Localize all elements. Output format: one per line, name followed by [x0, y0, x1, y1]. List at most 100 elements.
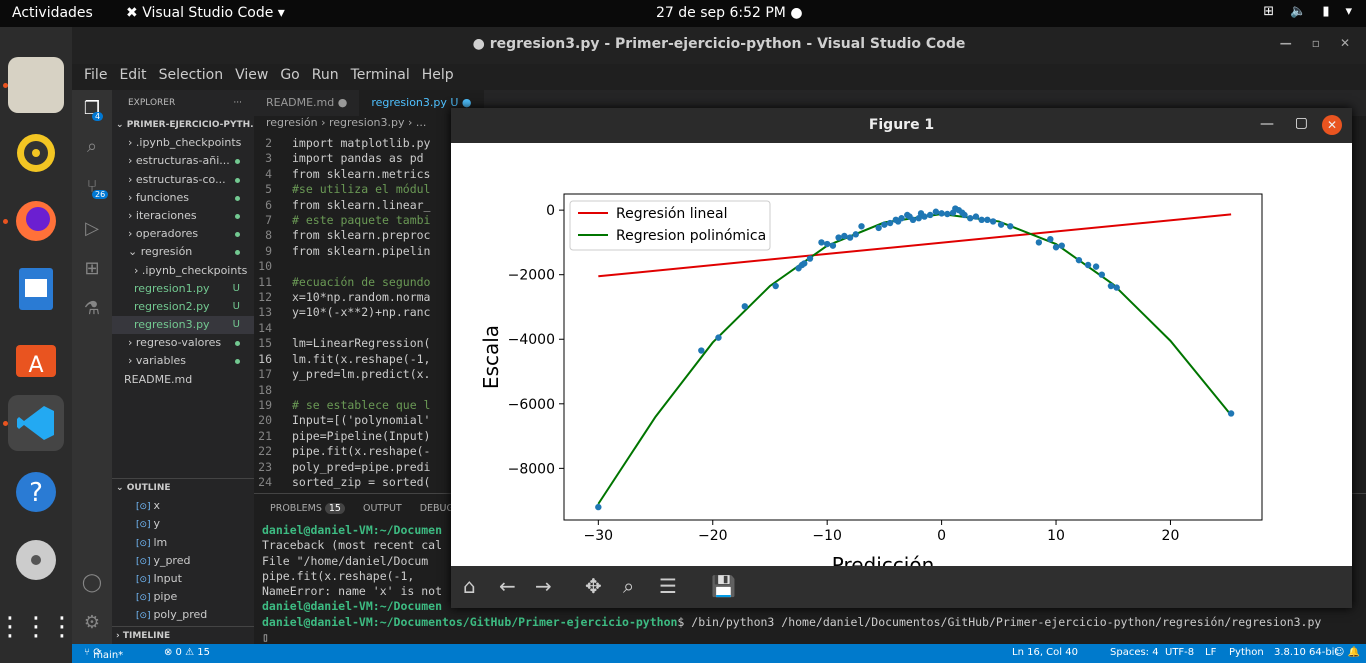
- menu-edit[interactable]: Edit: [119, 67, 147, 83]
- code-line[interactable]: 9 from sklearn.pipelin: [254, 244, 1366, 259]
- tree-item[interactable]: › .ipynb_checkpoints: [112, 134, 254, 152]
- tree-item[interactable]: regresion1.py U: [112, 280, 254, 298]
- code-line[interactable]: 11 #ecuación de segundo: [254, 275, 1366, 290]
- code-line[interactable]: 16 lm.fit(x.reshape(-1,: [254, 352, 1366, 367]
- code-line[interactable]: 15 lm=LinearRegression(: [254, 336, 1366, 351]
- testing-icon[interactable]: ⚗: [83, 298, 101, 319]
- plot-canvas[interactable]: −30 −20 −10 0 10 20 0 −2000 −4000 −6000 −8000 Predi…: [451, 143, 1352, 577]
- branch-indicator[interactable]: ⑂ main* ⟳: [84, 647, 124, 661]
- tab-problems[interactable]: PROBLEMS 15: [270, 503, 345, 514]
- tree-item[interactable]: › funciones: [112, 189, 254, 207]
- help-icon[interactable]: ?: [8, 464, 64, 520]
- configure-icon[interactable]: ☰: [659, 574, 677, 598]
- feedback-icon[interactable]: ☺ 🔔: [1334, 647, 1361, 658]
- source-control-icon[interactable]: ⑂: [86, 176, 98, 197]
- software-icon[interactable]: A: [8, 329, 64, 385]
- language-mode[interactable]: Python: [1229, 647, 1264, 658]
- more-actions-icon[interactable]: ···: [233, 98, 242, 108]
- tree-item[interactable]: › .ipynb_checkpoints: [112, 262, 254, 280]
- timeline-header[interactable]: › TIMELINE: [116, 631, 171, 641]
- figure-maximize-button[interactable]: ▢: [1294, 115, 1308, 131]
- code-line[interactable]: 2 import matplotlib.py: [254, 136, 1366, 151]
- extensions-icon[interactable]: ⊞: [84, 258, 100, 279]
- code-line[interactable]: 12 x=10*np.random.norma: [254, 290, 1366, 305]
- minimize-button[interactable]: —: [1279, 36, 1292, 50]
- activities-button[interactable]: Actividades: [12, 5, 93, 21]
- code-line[interactable]: 6 from sklearn.linear_: [254, 198, 1366, 213]
- outline-item[interactable]: [⊙] lm: [112, 534, 254, 552]
- close-icon[interactable]: ✕: [1339, 36, 1350, 50]
- outline-header[interactable]: ⌄ OUTLINE: [116, 483, 171, 493]
- tab-readme[interactable]: README.md ●: [266, 96, 348, 109]
- search-icon[interactable]: ⌕: [86, 136, 98, 157]
- tree-item[interactable]: › regreso-valores: [112, 334, 254, 352]
- indentation[interactable]: Spaces: 4: [1110, 647, 1159, 658]
- tree-item[interactable]: › variables: [112, 352, 254, 370]
- python-interpreter[interactable]: 3.8.10 64-bit: [1274, 647, 1339, 658]
- code-line[interactable]: 10: [254, 259, 1366, 274]
- firefox-icon[interactable]: [8, 193, 64, 249]
- code-line[interactable]: 19 # se establece que l: [254, 398, 1366, 413]
- code-line[interactable]: 4 from sklearn.metrics: [254, 167, 1366, 182]
- outline-item[interactable]: [⊙] poly_pred: [112, 606, 254, 624]
- maximize-button[interactable]: ▫: [1311, 36, 1320, 50]
- cursor-position[interactable]: Ln 16, Col 40: [1012, 647, 1078, 658]
- code-line[interactable]: 23 poly_pred=pipe.predi: [254, 460, 1366, 475]
- code-line[interactable]: 22 pipe.fit(x.reshape(-: [254, 444, 1366, 459]
- outline-item[interactable]: [⊙] x: [112, 497, 254, 515]
- menu-selection[interactable]: Selection: [158, 67, 224, 83]
- outline-item[interactable]: [⊙] Input: [112, 570, 254, 588]
- code-line[interactable]: 20 Input=[('polynomial': [254, 413, 1366, 428]
- figure-close-icon[interactable]: ✕: [1322, 115, 1342, 135]
- clock[interactable]: 27 de sep 6:52 PM ●: [656, 5, 803, 21]
- files-icon[interactable]: [8, 57, 64, 113]
- tree-item[interactable]: README.md: [112, 371, 254, 389]
- tab-debug[interactable]: DEBUG: [419, 503, 454, 514]
- code-line[interactable]: 24 sorted_zip = sorted(: [254, 475, 1366, 490]
- tab-output[interactable]: OUTPUT: [362, 503, 402, 514]
- menu-go[interactable]: Go: [280, 67, 300, 83]
- tree-item[interactable]: regresion2.py U: [112, 298, 254, 316]
- app-menu-button[interactable]: ✖ Visual Studio Code ▾: [126, 5, 285, 21]
- problems-indicator[interactable]: ⊗ 0 ⚠ 15: [164, 647, 210, 658]
- tree-item[interactable]: › estructuras-añi...: [112, 152, 254, 170]
- breadcrumb[interactable]: regresión › regresion3.py › ...: [266, 116, 427, 129]
- menu-run[interactable]: Run: [311, 67, 339, 83]
- figure-minimize-button[interactable]: —: [1260, 116, 1274, 132]
- home-icon[interactable]: ⌂: [463, 574, 476, 598]
- code-line[interactable]: 13 y=10*(-x**2)+np.ranc: [254, 305, 1366, 320]
- tree-item[interactable]: regresion3.py U: [112, 316, 254, 335]
- outline-item[interactable]: [⊙] y_pred: [112, 552, 254, 570]
- code-line[interactable]: 8 from sklearn.preproc: [254, 228, 1366, 243]
- account-icon[interactable]: ◯: [81, 572, 103, 593]
- dvd-icon[interactable]: [8, 532, 64, 588]
- encoding[interactable]: UTF-8: [1165, 647, 1195, 658]
- code-line[interactable]: 3 import pandas as pd: [254, 151, 1366, 166]
- code-line[interactable]: 17 y_pred=lm.predict(x.: [254, 367, 1366, 382]
- code-line[interactable]: 21 pipe=Pipeline(Input): [254, 429, 1366, 444]
- save-icon[interactable]: 💾: [711, 574, 736, 598]
- workspace-root[interactable]: ⌄ PRIMER-EJERCICIO-PYTH...: [112, 116, 254, 134]
- rhythmbox-icon[interactable]: [8, 125, 64, 181]
- code-line[interactable]: 7 # este paquete tambi: [254, 213, 1366, 228]
- tree-item[interactable]: › operadores: [112, 225, 254, 243]
- code-line[interactable]: 14: [254, 321, 1366, 336]
- outline-item[interactable]: [⊙] pipe: [112, 588, 254, 606]
- forward-icon[interactable]: →: [535, 574, 552, 598]
- vscode-icon[interactable]: [8, 395, 64, 451]
- back-icon[interactable]: ←: [499, 574, 516, 598]
- app-grid-icon[interactable]: ⋮⋮⋮: [0, 612, 75, 642]
- tree-item[interactable]: › estructuras-co...: [112, 171, 254, 189]
- pan-icon[interactable]: ✥: [585, 574, 602, 598]
- menu-file[interactable]: File: [84, 67, 108, 83]
- line-ending[interactable]: LF: [1205, 647, 1217, 658]
- writer-icon[interactable]: [8, 261, 64, 317]
- code-line[interactable]: 18: [254, 383, 1366, 398]
- code-lines[interactable]: 2 import matplotlib.py 3 import pandas as p…: [254, 136, 1366, 490]
- tree-item[interactable]: › iteraciones: [112, 207, 254, 225]
- menu-view[interactable]: View: [235, 67, 269, 83]
- system-tray[interactable]: ⊞ 🔈 ▮ ▾: [1263, 4, 1352, 19]
- menu-help[interactable]: Help: [421, 67, 454, 83]
- settings-gear-icon[interactable]: ⚙: [83, 612, 101, 633]
- tree-item[interactable]: ⌄ regresión: [112, 243, 254, 261]
